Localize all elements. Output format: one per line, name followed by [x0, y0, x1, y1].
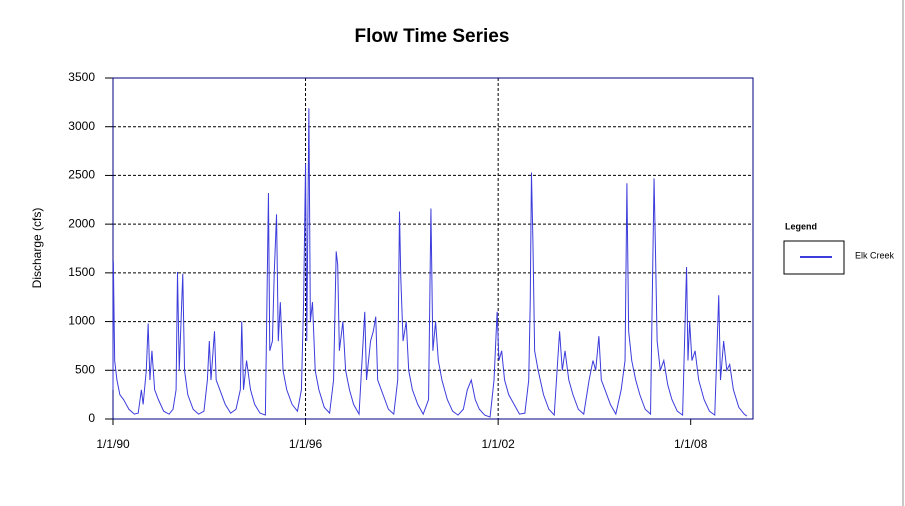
y-tick-label: 500	[75, 362, 95, 376]
y-tick-label: 3000	[68, 119, 95, 133]
legend-box	[783, 240, 845, 275]
chart-title: Flow Time Series	[355, 26, 510, 47]
y-tick-label: 2500	[68, 168, 95, 182]
y-tick-label: 1000	[68, 314, 95, 328]
y-tick-label: 2000	[68, 216, 95, 230]
y-axis-label: Discharge (cfs)	[30, 208, 44, 289]
legend-title: Legend	[785, 221, 817, 231]
x-tick-label: 1/1/96	[289, 437, 323, 451]
series-line	[112, 108, 748, 418]
x-tick-label: 1/1/02	[481, 437, 515, 451]
legend-label: Elk Creek	[855, 250, 895, 260]
y-tick-label: 1500	[68, 265, 95, 279]
x-tick-label: 1/1/90	[96, 437, 130, 451]
y-tick-label: 3500	[68, 70, 95, 84]
y-tick-label: 0	[88, 411, 95, 425]
plot-frame	[112, 77, 754, 420]
x-tick-label: 1/1/08	[674, 437, 708, 451]
